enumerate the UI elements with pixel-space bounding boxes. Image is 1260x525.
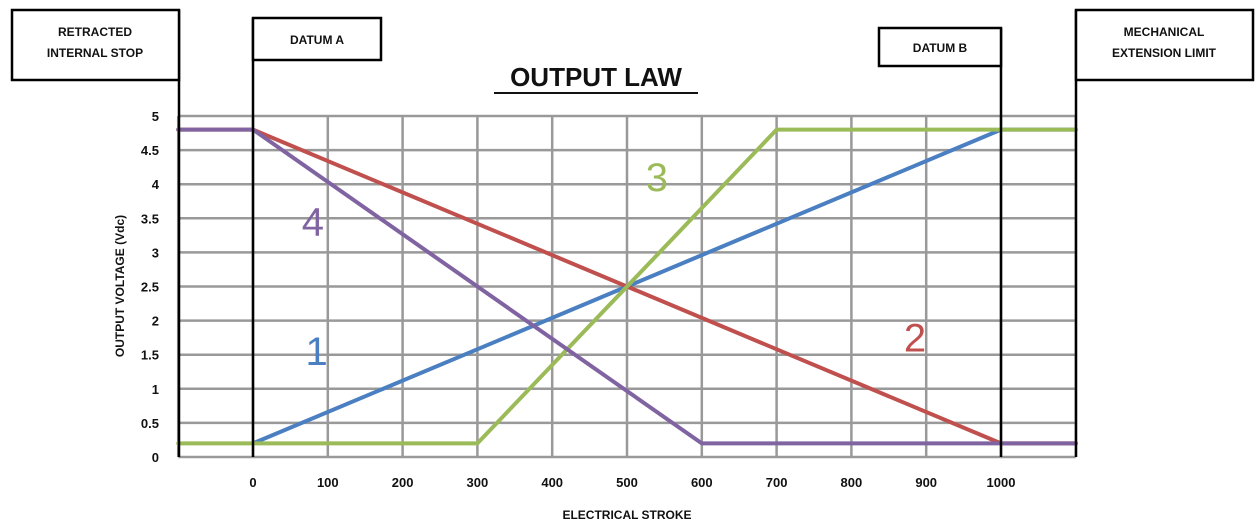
x-tick-label: 200 xyxy=(392,475,414,490)
x-tick-label: 300 xyxy=(467,475,489,490)
y-tick-label: 5 xyxy=(152,109,159,124)
x-tick-label: 600 xyxy=(691,475,713,490)
y-tick-label: 4.5 xyxy=(141,143,159,158)
x-axis-title: ELECTRICAL STROKE xyxy=(562,508,691,522)
retracted-label-line1: RETRACTED xyxy=(58,25,132,39)
datum-b-box: DATUM B xyxy=(877,26,1003,68)
mechanical-label-line1: MECHANICAL xyxy=(1124,25,1205,39)
series-label-1: 1 xyxy=(305,330,327,374)
mechanical-label-line2: EXTENSION LIMIT xyxy=(1112,46,1217,60)
x-tick-label: 100 xyxy=(317,475,339,490)
x-tick-label: 800 xyxy=(841,475,863,490)
y-tick-label: 3.5 xyxy=(141,211,159,226)
series-line-3 xyxy=(176,127,1078,446)
y-tick-label: 1.5 xyxy=(141,348,159,363)
y-tick-label: 0 xyxy=(152,450,159,465)
mechanical-limit-box: MECHANICAL EXTENSION LIMIT xyxy=(1074,8,1255,82)
datum-a-box: DATUM A xyxy=(251,16,383,62)
y-tick-label: 1 xyxy=(152,382,159,397)
x-tick-label: 400 xyxy=(541,475,563,490)
y-tick-label: 0.5 xyxy=(141,416,159,431)
x-tick-labels: 0 100 200 300 400 500 600 700 800 900 1000 xyxy=(249,475,1015,490)
datum-b-label: DATUM B xyxy=(913,41,968,55)
datum-a-label: DATUM A xyxy=(290,33,344,47)
x-tick-label: 500 xyxy=(616,475,638,490)
x-tick-label: 1000 xyxy=(987,475,1016,490)
y-tick-labels: 0 0.5 1 1.5 2 2.5 3 3.5 4 4.5 5 xyxy=(141,109,160,465)
series-labels: 1 2 3 4 xyxy=(302,156,926,374)
series-label-2: 2 xyxy=(904,316,926,360)
x-tick-label: 900 xyxy=(915,475,937,490)
x-tick-label: 0 xyxy=(249,475,256,490)
x-tick-label: 700 xyxy=(766,475,788,490)
y-tick-label: 3 xyxy=(152,245,159,260)
y-tick-label: 2 xyxy=(152,314,159,329)
series-line-4 xyxy=(176,127,1078,446)
chart-title: OUTPUT LAW xyxy=(510,62,682,92)
y-tick-label: 2.5 xyxy=(141,280,159,295)
series-label-4: 4 xyxy=(302,200,324,244)
y-tick-label: 4 xyxy=(152,177,160,192)
y-axis-title: OUTPUT VOLTAGE (Vdc) xyxy=(113,215,127,357)
retracted-stop-box: RETRACTED INTERNAL STOP xyxy=(10,8,181,82)
series-label-3: 3 xyxy=(646,156,668,200)
boundary-lines xyxy=(177,10,1078,457)
retracted-label-line2: INTERNAL STOP xyxy=(47,46,143,60)
